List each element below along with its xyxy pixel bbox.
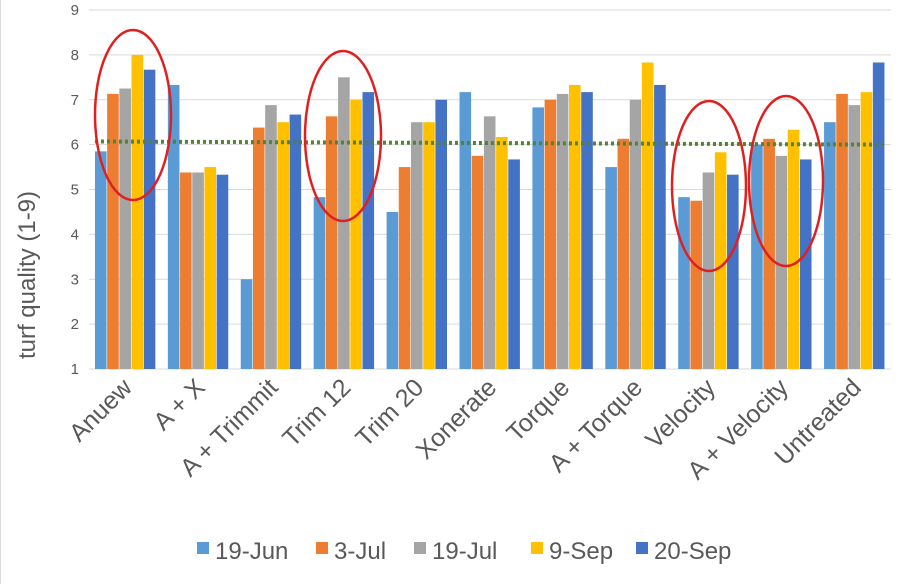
y-tick-label: 6 — [71, 137, 79, 154]
bar-3-jul — [107, 93, 119, 370]
bar-19-jun — [240, 279, 253, 369]
category-label: Anuew — [64, 373, 139, 448]
y-tick-label: 5 — [71, 182, 79, 199]
bar-19-jul — [556, 93, 569, 370]
bar-9-sep — [204, 167, 217, 369]
bar-9-sep — [350, 99, 362, 369]
bar-3-jul — [836, 93, 848, 370]
y-tick-label: 9 — [71, 2, 79, 19]
legend-label: 19-Jun — [215, 538, 288, 565]
highlight-ellipse — [747, 94, 825, 268]
y-tick-label: 4 — [71, 226, 79, 243]
highlight-ellipses — [93, 28, 825, 273]
bar-19-jun — [824, 122, 836, 369]
y-axis-title: turf quality (1-9) — [14, 191, 41, 359]
bar-20-sep — [216, 174, 229, 369]
bar-9-sep — [277, 122, 289, 369]
bar-19-jul — [848, 105, 861, 369]
y-tick-label: 8 — [71, 47, 79, 64]
highlight-ellipse — [303, 49, 383, 223]
y-tick-label: 2 — [71, 316, 79, 333]
bar-3-jul — [325, 116, 338, 369]
bar-19-jul — [629, 99, 642, 369]
y-tick-label: 7 — [71, 92, 79, 109]
bar-20-sep — [727, 174, 739, 369]
legend-swatch — [414, 542, 426, 554]
category-label: Xonerate — [411, 373, 503, 465]
bar-19-jul — [338, 77, 350, 369]
bar-20-sep — [581, 92, 593, 370]
bar-19-jun — [167, 84, 180, 369]
legend: 19-Jun 3-Jul 19-Jul 9-Sep 20-Sep — [197, 538, 731, 565]
bar-19-jul — [775, 155, 788, 369]
legend-label: 9-Sep — [549, 538, 613, 565]
bar-19-jun — [94, 151, 107, 369]
bar-19-jul — [192, 172, 204, 369]
bar-20-sep — [799, 159, 812, 369]
bar-3-jul — [252, 127, 265, 369]
bar-9-sep — [787, 129, 800, 369]
bar-20-sep — [289, 114, 302, 369]
legend-label: 20-Sep — [654, 538, 731, 565]
bar-19-jun — [459, 92, 472, 370]
category-label: Trim 12 — [277, 373, 356, 452]
bar-3-jul — [544, 99, 557, 369]
legend-label: 3-Jul — [334, 538, 386, 565]
bar-9-sep — [496, 137, 508, 369]
bar-19-jul — [119, 88, 131, 369]
bar-19-jun — [678, 197, 690, 369]
category-label: Torque — [501, 373, 575, 447]
legend-swatch — [316, 542, 328, 554]
bar-9-sep — [569, 84, 581, 369]
bar-19-jul — [265, 105, 277, 369]
bar-20-sep — [143, 69, 156, 370]
bar-20-sep — [435, 99, 447, 369]
bar-3-jul — [398, 167, 411, 369]
bar-9-sep — [714, 152, 727, 369]
legend-swatch — [197, 542, 209, 554]
category-label: A + X — [148, 373, 211, 436]
bar-20-sep — [654, 84, 666, 369]
bar-19-jun — [386, 211, 399, 369]
legend-label: 19-Jul — [432, 538, 497, 565]
legend-swatch — [636, 542, 648, 554]
bar-9-sep — [423, 122, 435, 369]
bar-19-jul — [483, 116, 496, 369]
y-tick-label: 3 — [71, 271, 79, 288]
bar-19-jul — [410, 122, 423, 369]
bar-3-jul — [763, 138, 775, 369]
bar-20-sep — [362, 92, 375, 370]
bar-9-sep — [131, 54, 144, 370]
bar-19-jun — [751, 144, 763, 370]
bar-3-jul — [180, 172, 192, 369]
bar-9-sep — [860, 92, 873, 370]
bar-9-sep — [641, 62, 654, 369]
bars — [94, 54, 885, 370]
bar-19-jun — [532, 107, 545, 369]
bar-20-sep — [508, 159, 520, 369]
highlight-ellipse — [670, 99, 748, 273]
y-tick-label: 1 — [71, 361, 79, 378]
bar-19-jun — [605, 167, 617, 369]
bar-3-jul — [617, 138, 630, 369]
highlight-ellipse — [93, 28, 173, 202]
bar-3-jul — [690, 200, 703, 369]
bar-20-sep — [872, 62, 885, 369]
bar-3-jul — [471, 155, 484, 369]
legend-swatch — [531, 542, 543, 554]
y-tick-labels: 1 2 3 4 5 6 7 8 9 — [71, 2, 79, 378]
bar-19-jun — [313, 197, 326, 369]
